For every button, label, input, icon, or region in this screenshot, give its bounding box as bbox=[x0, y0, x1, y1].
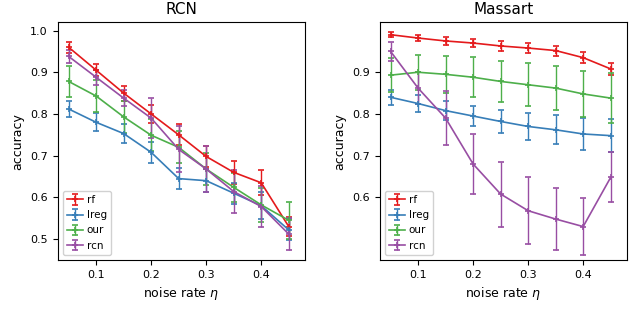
X-axis label: noise rate $\eta$: noise rate $\eta$ bbox=[465, 285, 541, 302]
Y-axis label: accuracy: accuracy bbox=[12, 113, 24, 170]
Y-axis label: accuracy: accuracy bbox=[333, 113, 346, 170]
Legend: rf, lreg, our, rcn: rf, lreg, our, rcn bbox=[385, 191, 433, 255]
Legend: rf, lreg, our, rcn: rf, lreg, our, rcn bbox=[63, 191, 111, 255]
Title: RCN: RCN bbox=[166, 2, 197, 17]
Title: Massart: Massart bbox=[473, 2, 534, 17]
X-axis label: noise rate $\eta$: noise rate $\eta$ bbox=[143, 285, 220, 302]
